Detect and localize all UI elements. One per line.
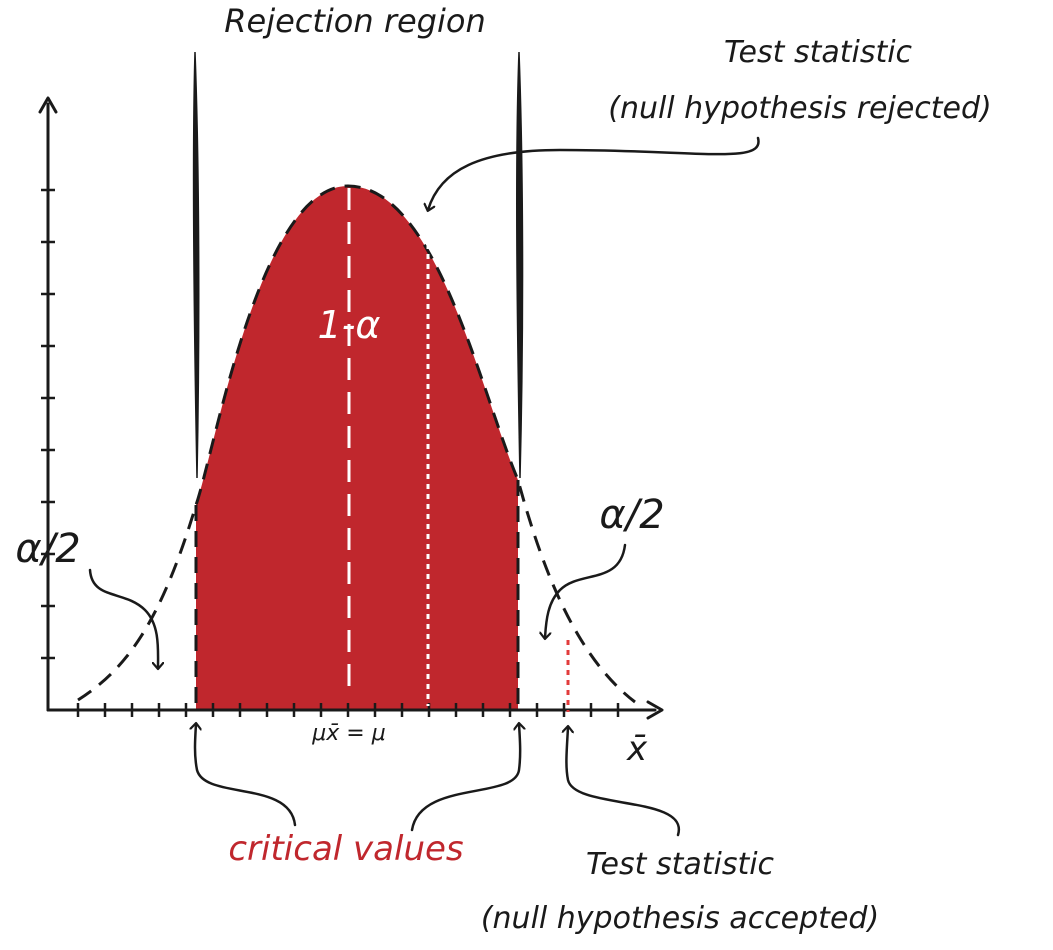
left-rejection-boundary xyxy=(192,51,200,479)
mean-label: μx̄ = μ xyxy=(311,721,385,746)
rejection-region-label: Rejection region xyxy=(224,2,485,40)
arrow-alpha-left xyxy=(88,568,158,668)
rejection-region-boundaries xyxy=(192,51,524,479)
y-axis-arrow-icon xyxy=(38,96,58,114)
annotation-arrows xyxy=(88,136,760,837)
x-axis-label: x̄ xyxy=(626,729,648,769)
test-statistic-accepted-label-line1: Test statistic xyxy=(586,847,775,882)
x-axis-ticks xyxy=(76,703,620,717)
right-rejection-boundary xyxy=(516,51,524,479)
alpha-half-right-label: α/2 xyxy=(599,492,664,538)
test-statistic-accepted-label-line2: (null hypothesis accepted) xyxy=(481,901,879,936)
arrow-left-critical xyxy=(195,724,297,827)
arrow-alpha-right xyxy=(545,543,627,638)
y-axis-ticks xyxy=(41,188,55,660)
alpha-half-left-label: α/2 xyxy=(15,526,80,572)
arrow-right-critical xyxy=(410,724,520,832)
arrow-to-rejected-statistic xyxy=(428,136,760,210)
test-statistic-rejected-label-line2: (null hypothesis rejected) xyxy=(608,91,992,126)
arrow-to-accepted-statistic xyxy=(566,727,680,837)
axes xyxy=(38,96,664,720)
x-axis-arrow-icon xyxy=(646,700,664,720)
center-area-label: 1-α xyxy=(318,303,381,347)
acceptance-region xyxy=(196,186,518,710)
critical-values-label: critical values xyxy=(228,829,463,869)
test-statistic-rejected-label-line1: Test statistic xyxy=(724,35,913,70)
sampling-distribution-curve xyxy=(77,184,636,704)
